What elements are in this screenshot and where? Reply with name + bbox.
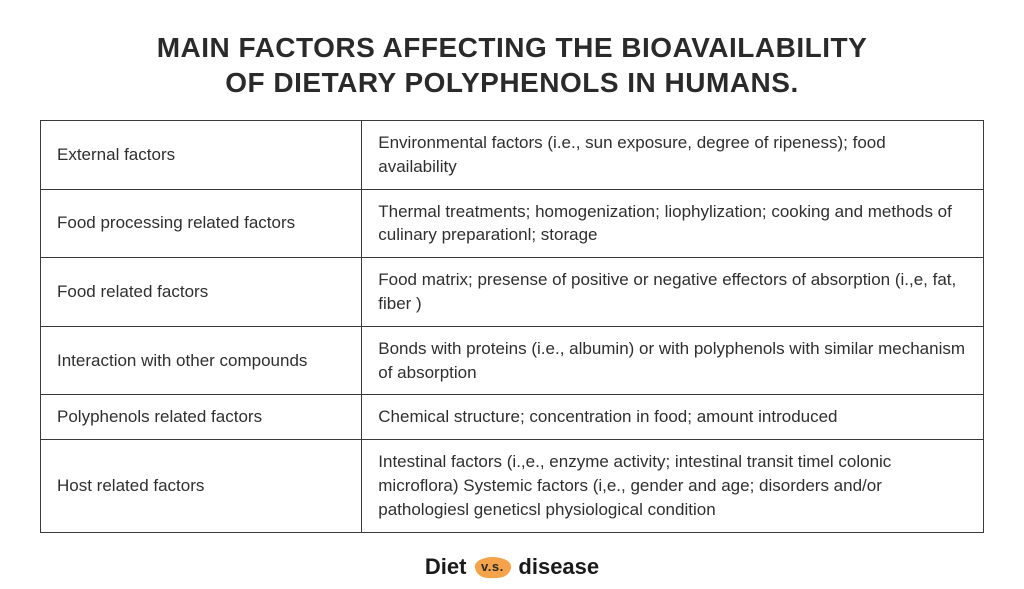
factor-label: External factors — [41, 121, 361, 189]
table-row: External factors Environmental factors (… — [41, 121, 983, 190]
factor-desc: Bonds with proteins (i.e., albumin) or w… — [361, 327, 983, 395]
table-row: Food processing related factors Thermal … — [41, 190, 983, 259]
title-line-2: OF DIETARY POLYPHENOLS IN HUMANS. — [225, 67, 798, 98]
logo-left: Diet — [425, 554, 467, 580]
factor-desc: Environmental factors (i.e., sun exposur… — [361, 121, 983, 189]
footer-logo: Diet v.s. disease — [40, 553, 984, 581]
factors-table: External factors Environmental factors (… — [40, 120, 984, 533]
table-row: Host related factors Intestinal factors … — [41, 440, 983, 531]
logo-vs: v.s. — [481, 559, 504, 574]
table-row: Polyphenols related factors Chemical str… — [41, 395, 983, 440]
factor-desc: Chemical structure; concentration in foo… — [361, 395, 983, 439]
factor-label: Food related factors — [41, 258, 361, 326]
factor-desc: Food matrix; presense of positive or neg… — [361, 258, 983, 326]
factor-label: Interaction with other compounds — [41, 327, 361, 395]
factor-label: Polyphenols related factors — [41, 395, 361, 439]
title-line-1: MAIN FACTORS AFFECTING THE BIOAVAILABILI… — [157, 32, 868, 63]
logo-blob-icon: v.s. — [470, 553, 514, 581]
page-title: MAIN FACTORS AFFECTING THE BIOAVAILABILI… — [40, 30, 984, 100]
factor-desc: Intestinal factors (i.,e., enzyme activi… — [361, 440, 983, 531]
table-row: Food related factors Food matrix; presen… — [41, 258, 983, 327]
factor-label: Host related factors — [41, 440, 361, 531]
table-row: Interaction with other compounds Bonds w… — [41, 327, 983, 396]
logo-right: disease — [518, 554, 599, 580]
factor-label: Food processing related factors — [41, 190, 361, 258]
factor-desc: Thermal treatments; homogenization; liop… — [361, 190, 983, 258]
